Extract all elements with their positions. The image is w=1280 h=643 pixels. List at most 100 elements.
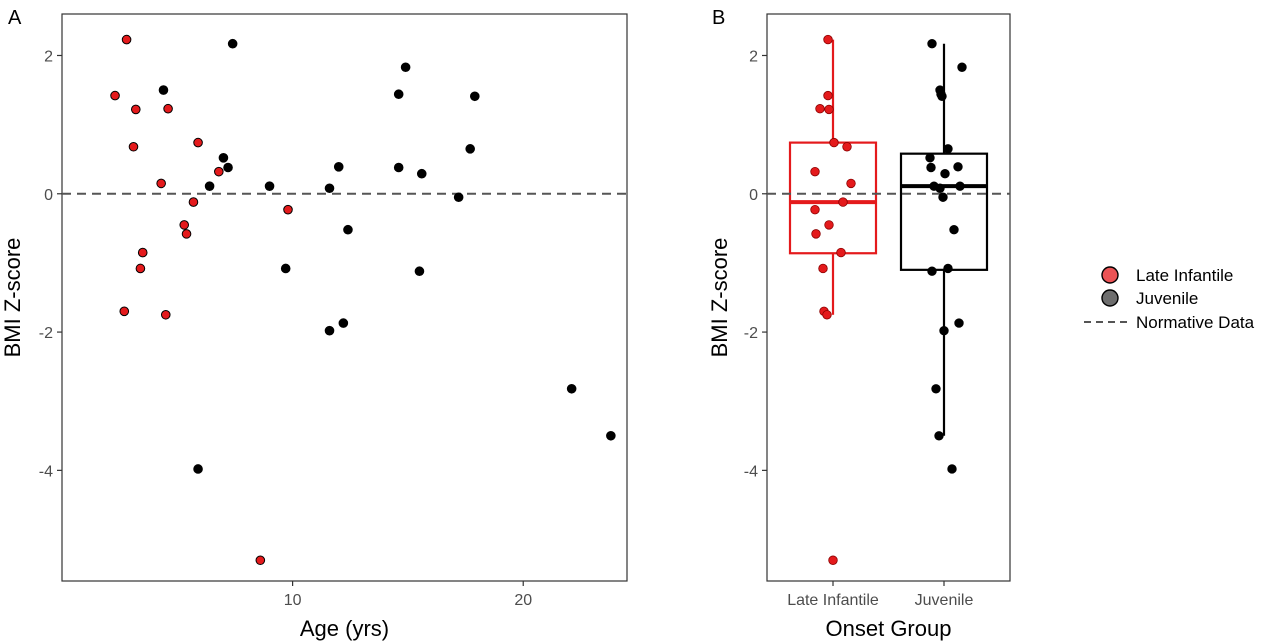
late-infantile-jitter-point: [838, 197, 848, 207]
juvenile-point: [193, 464, 203, 474]
late-infantile-jitter-point: [846, 178, 856, 189]
panel-a-scatter: -4 -2 0 2 10 20 Age (yrs) BMI Z-score: [0, 13, 628, 641]
late-infantile-jitter-point: [810, 204, 820, 215]
late-infantile-point: [255, 555, 266, 566]
juvenile-point: [416, 168, 427, 179]
panel-a-y-tick-label: 0: [44, 187, 53, 204]
late-infantile-jitter-point: [828, 555, 838, 565]
late-infantile-jitter-point: [823, 90, 833, 101]
panel-a-x-tick-label: 10: [284, 592, 302, 609]
juvenile-jitter-point: [954, 318, 964, 328]
juvenile-jitter-point: [937, 91, 947, 101]
juvenile-point: [218, 153, 229, 163]
late-infantile-point: [181, 229, 192, 239]
late-infantile-jitter-point: [815, 104, 825, 114]
late-infantile-point: [119, 306, 130, 317]
juvenile-point: [324, 183, 335, 194]
late-infantile-jitter-point: [824, 104, 834, 115]
panel-b-y-tick-label: -4: [744, 463, 758, 480]
juvenile-jitter-point: [925, 153, 935, 163]
juvenile-jitter-point: [943, 263, 953, 274]
juvenile-jitter-point: [949, 225, 959, 235]
juvenile-point: [606, 430, 616, 441]
panel-a-y-tick-label: -4: [39, 463, 53, 480]
juvenile-jitter-point: [938, 192, 948, 202]
juvenile-jitter-point: [940, 169, 950, 179]
panel-a-y-tick-label: -2: [39, 325, 53, 342]
juvenile-point: [566, 383, 577, 394]
panel-b-y-tick-label: -2: [744, 325, 758, 342]
juvenile-jitter-point: [927, 39, 937, 49]
late-infantile-point: [110, 90, 120, 101]
panel-a-letter: A: [8, 7, 22, 29]
panel-a-x-tick-label: 20: [514, 592, 532, 609]
panel-a-y-axis-title: BMI Z-score: [0, 238, 25, 358]
panel-a-x-axis-title: Age (yrs): [300, 616, 389, 641]
juvenile-point: [158, 85, 169, 95]
late-infantile-point: [283, 204, 293, 215]
legend: Late Infantile Juvenile Normative Data: [1084, 266, 1255, 332]
juvenile-point: [465, 144, 475, 154]
late-infantile-point: [160, 309, 171, 320]
juvenile-point: [264, 181, 275, 191]
juvenile-point: [280, 263, 291, 274]
juvenile-point: [393, 89, 404, 100]
late-infantile-jitter-point: [818, 263, 828, 274]
juvenile-point: [324, 325, 335, 336]
panel-a-y-tick-label: 2: [44, 48, 53, 65]
juvenile-point: [400, 62, 411, 73]
late-infantile-point: [121, 34, 132, 45]
juvenile-point: [223, 162, 233, 173]
late-infantile-point: [179, 220, 190, 230]
late-infantile-point: [135, 263, 146, 274]
legend-normative-label: Normative Data: [1136, 313, 1255, 332]
juvenile-jitter-point: [934, 431, 944, 441]
late-infantile-jitter-point: [822, 310, 832, 320]
panel-b-x-tick-label: Late Infantile: [787, 592, 879, 609]
juvenile-point: [338, 318, 349, 328]
juvenile-jitter-point: [943, 144, 953, 154]
juvenile-jitter-point: [939, 325, 949, 336]
juvenile-jitter-point: [957, 62, 967, 72]
panel-b-x-tick-label: Juvenile: [915, 592, 974, 609]
panel-b-x-axis-title: Onset Group: [826, 616, 952, 641]
juvenile-point: [333, 162, 344, 172]
late-infantile-point: [188, 197, 199, 207]
legend-juvenile-label: Juvenile: [1136, 289, 1198, 308]
late-infantile-point: [163, 103, 173, 114]
juvenile-point: [414, 266, 425, 277]
panel-b-y-tick-label: 0: [749, 187, 758, 204]
late-infantile-jitter-point: [824, 220, 834, 230]
panel-b-boxplot: -4 -2 0 2 Late Infantile Juvenile Onset Group B…: [707, 13, 1011, 641]
juvenile-jitter-point: [931, 384, 941, 394]
juvenile-point: [227, 38, 238, 49]
legend-late-infantile-label: Late Infantile: [1136, 266, 1233, 285]
juvenile-jitter-point: [953, 162, 963, 172]
panel-b-letter: B: [712, 7, 725, 29]
late-infantile-box: [788, 141, 878, 255]
juvenile-jitter-point: [947, 464, 957, 474]
panel-b-y-axis-title: BMI Z-score: [707, 238, 732, 358]
panel-b-frame: [766, 13, 1011, 582]
late-infantile-point: [130, 104, 141, 115]
late-infantile-point: [137, 247, 148, 258]
late-infantile-point: [156, 178, 166, 189]
panel-a-frame: [61, 13, 628, 582]
juvenile-point: [393, 162, 404, 173]
juvenile-point: [343, 224, 353, 235]
juvenile-point: [204, 181, 215, 191]
late-infantile-jitter-point: [811, 229, 821, 239]
panel-b-y-tick-label: 2: [749, 48, 758, 65]
late-infantile-jitter-point: [836, 247, 846, 258]
juvenile-jitter-point: [935, 183, 945, 193]
late-infantile-point: [193, 137, 203, 148]
juvenile-jitter-point: [926, 162, 936, 173]
juvenile-point: [453, 192, 464, 203]
late-infantile-point: [128, 141, 139, 152]
juvenile-jitter-point: [927, 266, 937, 276]
juvenile-jitter-point: [955, 181, 965, 191]
late-infantile-point: [214, 166, 224, 177]
late-infantile-jitter-point: [842, 142, 852, 152]
legend-late-infantile-swatch: [1101, 266, 1119, 284]
